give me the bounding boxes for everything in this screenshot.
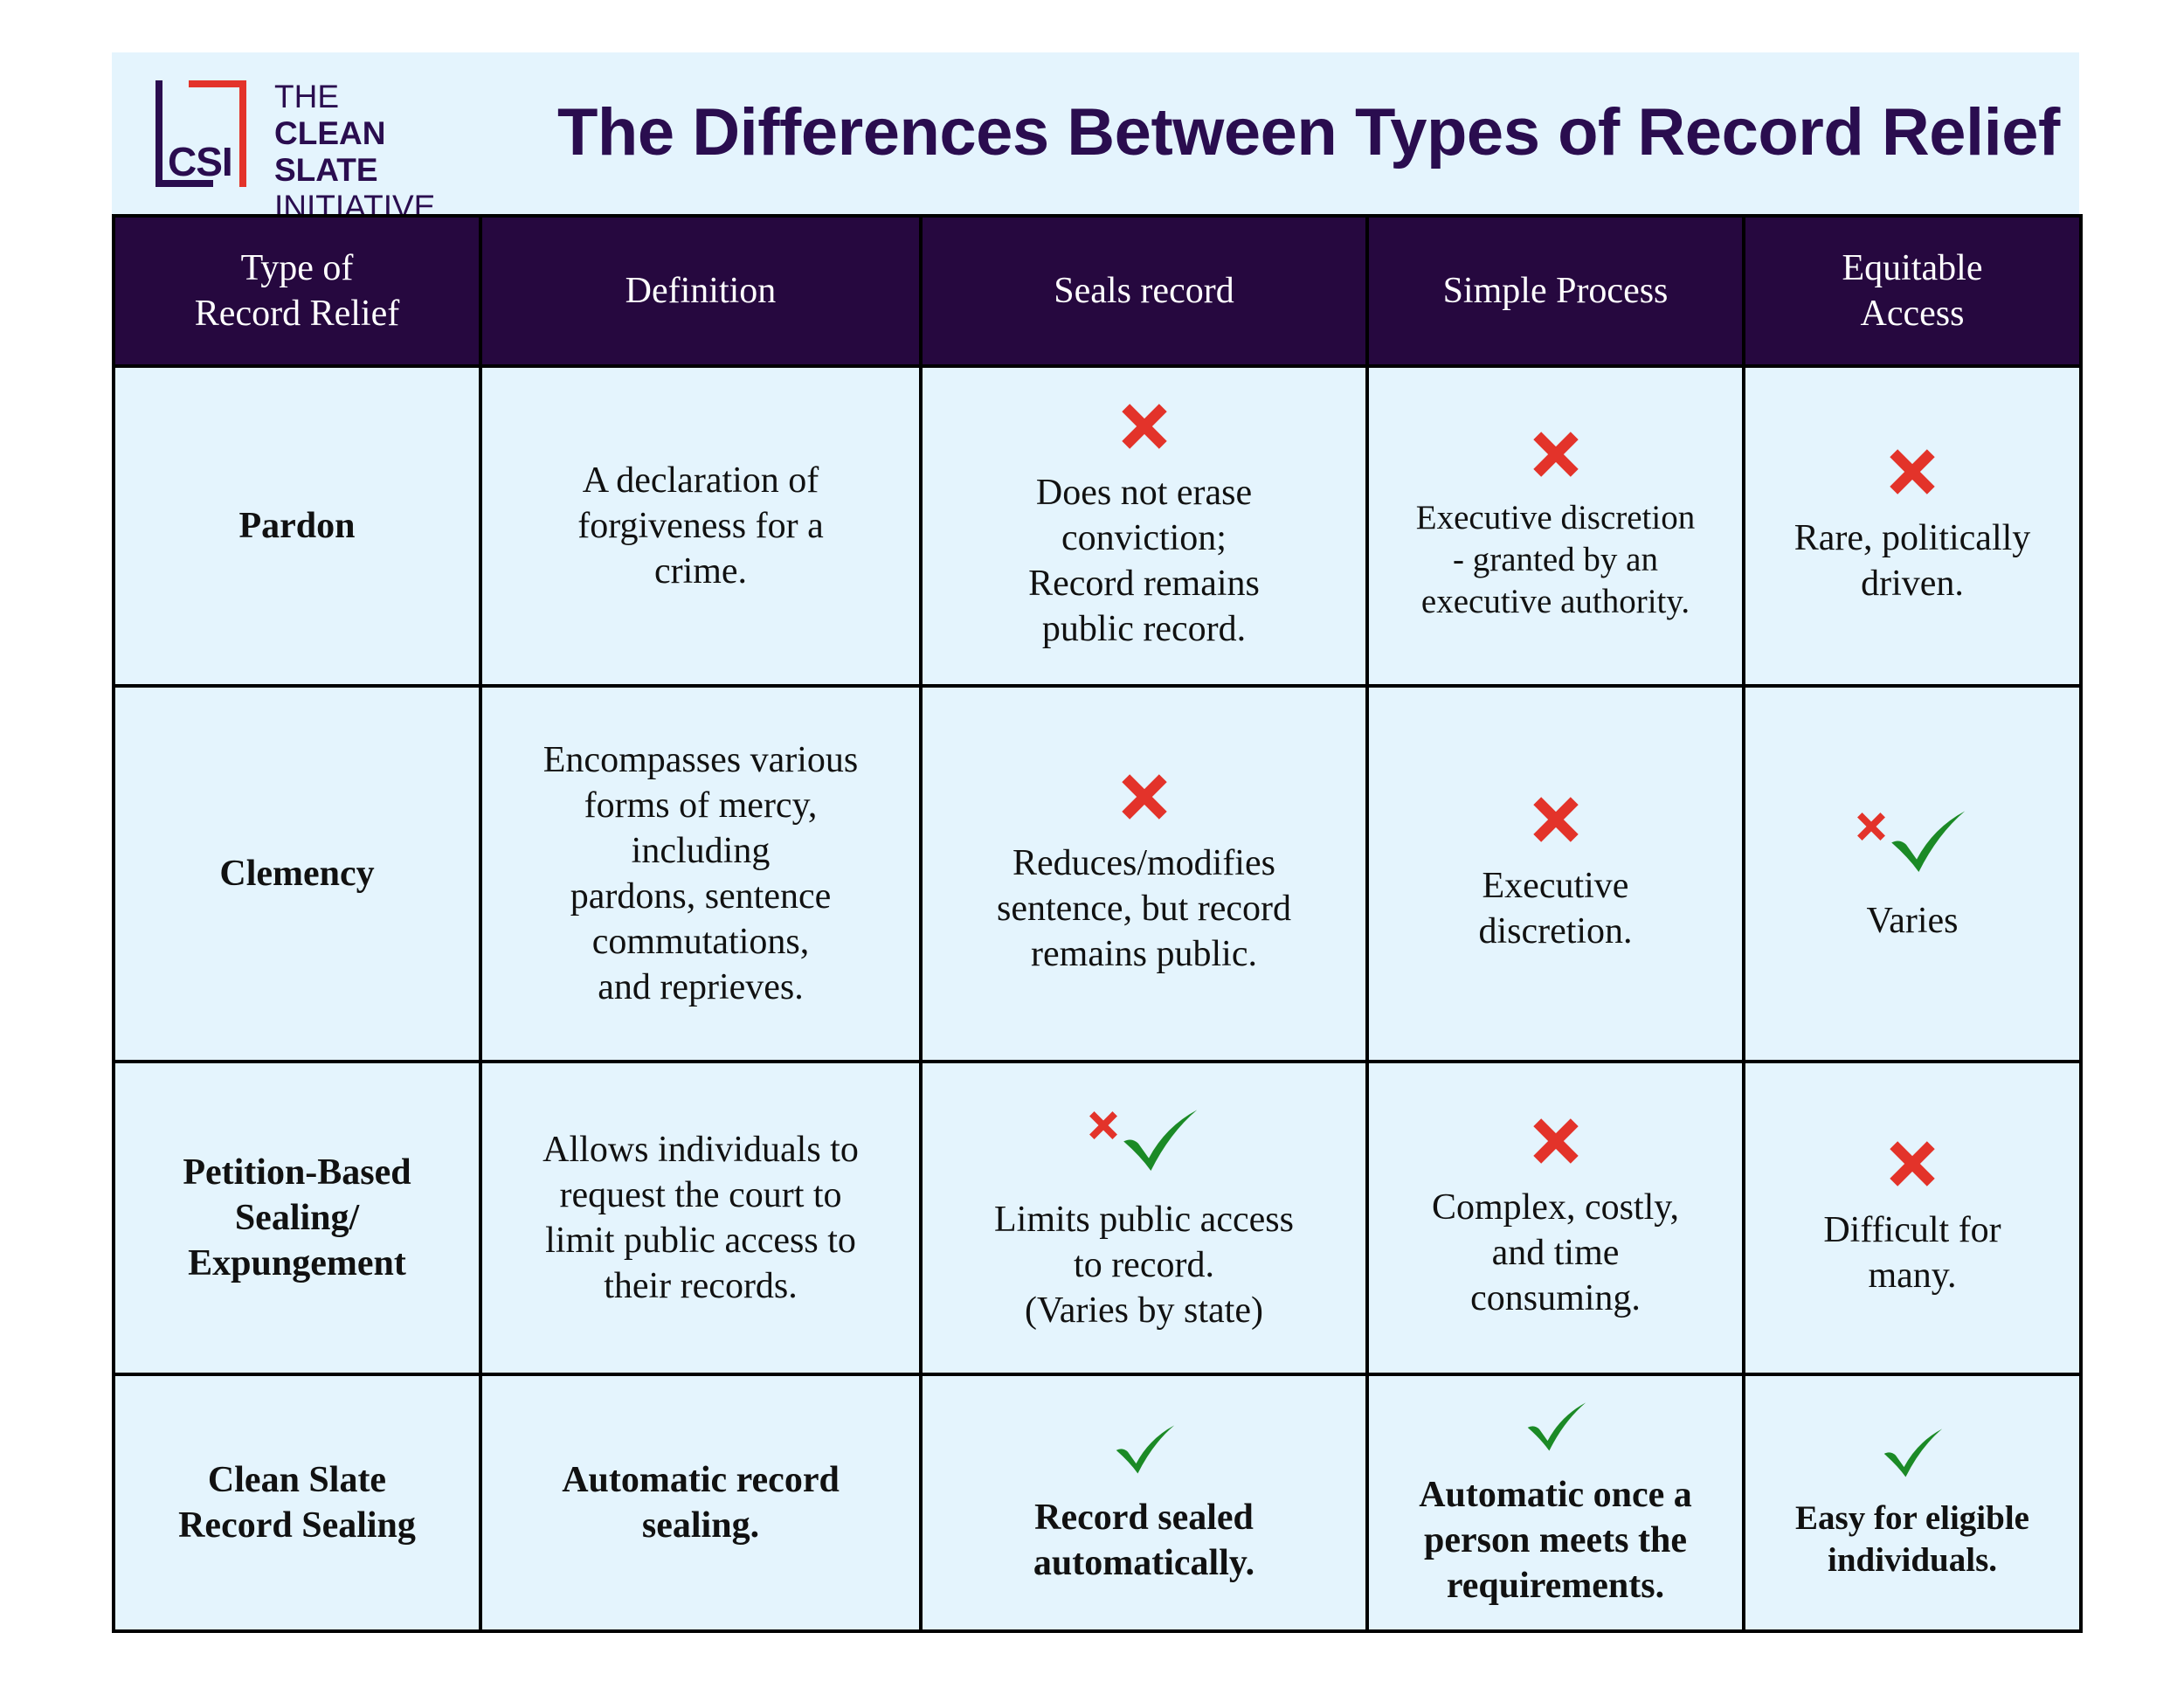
column-header-process: Simple Process (1365, 214, 1745, 368)
check-icon (938, 1421, 1350, 1488)
table-row-petition: Petition-Based Sealing/ Expungement Allo… (112, 1060, 2083, 1376)
column-header-type: Type of Record Relief (112, 214, 482, 368)
logo-red-post (239, 80, 246, 187)
row-process: Executive discretion - granted by an exe… (1365, 364, 1745, 688)
page-title: The Differences Between Types of Record … (557, 95, 2060, 169)
logo-line-1: THE (274, 79, 339, 114)
column-header-definition: Definition (479, 214, 923, 368)
row-process: Complex, costly, and time consuming. (1365, 1060, 1745, 1376)
row-definition: Allows individuals to request the court … (479, 1060, 923, 1376)
header: CSI THE CLEAN SLATE INITIATIVE The Diffe… (112, 52, 2079, 225)
mixed-icon (938, 1103, 1350, 1190)
cross-icon (1385, 794, 1726, 856)
row-definition: A declaration of forgiveness for a crime… (479, 364, 923, 688)
cross-icon (938, 401, 1350, 463)
logo-abbr: CSI (168, 139, 233, 184)
logo-wordmark: THE CLEAN SLATE INITIATIVE (274, 79, 487, 225)
column-header-seals: Seals record (919, 214, 1369, 368)
table-row-clemency: Clemency Encompasses various forms of me… (112, 684, 2083, 1063)
cross-icon (1761, 446, 2063, 508)
row-definition: Automatic record sealing. (479, 1373, 923, 1633)
logo-bracket (156, 80, 162, 185)
mixed-icon (1761, 805, 2063, 891)
table-row-pardon: Pardon A declaration of forgiveness for … (112, 364, 2083, 688)
comparison-table: Type of Record Relief Definition Seals r… (112, 214, 2083, 1633)
row-access: Easy for eligible individuals. (1742, 1373, 2083, 1633)
cross-icon (938, 771, 1350, 834)
check-icon (1761, 1424, 2063, 1491)
logo-red-bar (189, 80, 245, 87)
check-icon (1385, 1398, 1726, 1465)
infographic: CSI THE CLEAN SLATE INITIATIVE The Diffe… (112, 52, 2083, 1633)
row-access: Rare, politically driven. (1742, 364, 2083, 688)
row-seals: Does not erase conviction; Record remain… (919, 364, 1369, 688)
table-header-row: Type of Record Relief Definition Seals r… (112, 214, 2083, 368)
logo-bracket-base (156, 180, 213, 187)
row-process: Executive discretion. (1365, 684, 1745, 1063)
row-access: Difficult for many. (1742, 1060, 2083, 1376)
logo-line-2: CLEAN SLATE (274, 115, 386, 188)
row-seals: Limits public access to record. (Varies … (919, 1060, 1369, 1376)
row-seals: Record sealed automatically. (919, 1373, 1369, 1633)
row-process: Automatic once a person meets the requir… (1365, 1373, 1745, 1633)
row-type: Clemency (112, 684, 482, 1063)
row-type: Petition-Based Sealing/ Expungement (112, 1060, 482, 1376)
table-row-clean-slate: Clean Slate Record Sealing Automatic rec… (112, 1373, 2083, 1633)
row-seals: Reduces/modifies sentence, but record re… (919, 684, 1369, 1063)
logo: CSI THE CLEAN SLATE INITIATIVE (156, 79, 487, 225)
row-access: Varies (1742, 684, 2083, 1063)
row-definition: Encompasses various forms of mercy, incl… (479, 684, 923, 1063)
cross-icon (1385, 429, 1726, 490)
cross-icon (1761, 1138, 2063, 1200)
row-type: Pardon (112, 364, 482, 688)
cross-icon (1385, 1116, 1726, 1178)
column-header-access: Equitable Access (1742, 214, 2083, 368)
row-type: Clean Slate Record Sealing (112, 1373, 482, 1633)
